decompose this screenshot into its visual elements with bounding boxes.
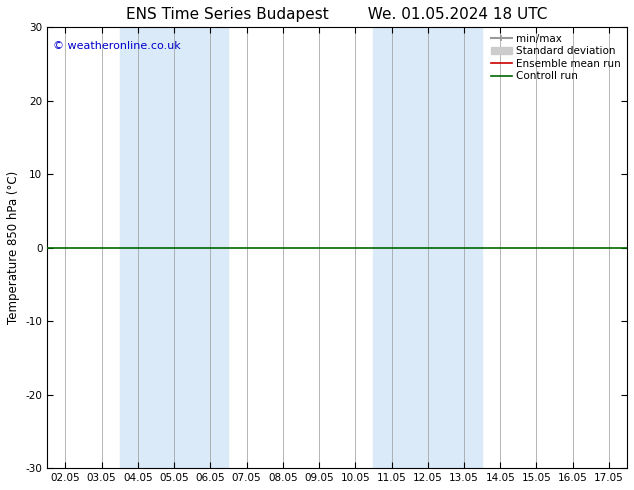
Bar bbox=[120, 27, 228, 468]
Legend: min/max, Standard deviation, Ensemble mean run, Controll run: min/max, Standard deviation, Ensemble me… bbox=[488, 30, 624, 84]
Y-axis label: Temperature 850 hPa (°C): Temperature 850 hPa (°C) bbox=[7, 171, 20, 324]
Text: © weatheronline.co.uk: © weatheronline.co.uk bbox=[53, 41, 181, 50]
Title: ENS Time Series Budapest        We. 01.05.2024 18 UTC: ENS Time Series Budapest We. 01.05.2024 … bbox=[126, 7, 548, 22]
Bar bbox=[373, 27, 482, 468]
